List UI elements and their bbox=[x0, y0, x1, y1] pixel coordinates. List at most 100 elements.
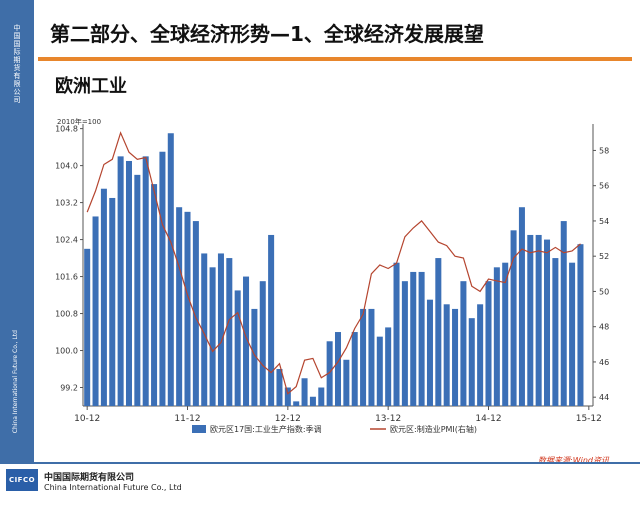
bar bbox=[468, 318, 475, 406]
bar bbox=[577, 244, 584, 406]
bar bbox=[343, 359, 350, 406]
bar bbox=[393, 262, 400, 406]
bar bbox=[376, 336, 383, 406]
bar bbox=[134, 174, 141, 406]
x-tick-label: 11-12 bbox=[174, 414, 200, 424]
x-tick-label: 15-12 bbox=[576, 414, 602, 424]
chart-base-note: 2010年=100 bbox=[57, 117, 101, 126]
bar bbox=[209, 267, 216, 406]
page-title: 第二部分、全球经济形势—1、全球经济发展展望 bbox=[50, 22, 484, 46]
bar bbox=[159, 151, 166, 406]
bar bbox=[426, 299, 433, 406]
bar bbox=[226, 258, 233, 406]
left-tick-label: 104.0 bbox=[55, 162, 78, 171]
left-axis: 99.2 100.0 100.8 101.6 102.4 103.2 104.0 104.8 bbox=[55, 125, 83, 393]
bar bbox=[117, 156, 124, 406]
right-tick-label: 44 bbox=[599, 393, 609, 402]
footer-company-cn: 中国国际期货有限公司 bbox=[44, 473, 135, 483]
bar bbox=[535, 234, 542, 406]
bar bbox=[243, 276, 250, 406]
bar bbox=[309, 396, 316, 406]
bar bbox=[418, 271, 425, 406]
sidebar-company-cn: 中国国际期货有限公司 bbox=[13, 24, 21, 104]
bar bbox=[100, 188, 107, 406]
chart-container: 2010年=100 99.2 100.0 100.8 101.6 102.4 103.2 1… bbox=[40, 110, 630, 440]
x-axis: 10-12 11-12 12-12 13-12 14-12 15-12 bbox=[74, 406, 602, 424]
legend-bar-label: 欧元区17国:工业生产指数:季调 bbox=[210, 424, 322, 434]
company-logo: CIFCO bbox=[6, 469, 38, 491]
footer-company-en: China International Future Co., Ltd bbox=[44, 483, 182, 492]
right-tick-label: 54 bbox=[599, 217, 609, 226]
right-tick-label: 48 bbox=[599, 323, 609, 332]
footer-divider bbox=[0, 462, 640, 464]
bar bbox=[259, 281, 266, 406]
legend-line-label: 欧元区:制造业PMI(右轴) bbox=[390, 424, 477, 434]
sidebar-strip bbox=[0, 0, 34, 462]
chart-svg: 2010年=100 99.2 100.0 100.8 101.6 102.4 103.2 1… bbox=[55, 117, 609, 434]
line-series bbox=[86, 131, 581, 395]
bar bbox=[276, 369, 283, 406]
bar bbox=[510, 230, 517, 406]
right-tick-label: 46 bbox=[599, 358, 609, 367]
bar bbox=[477, 304, 484, 406]
bar bbox=[552, 258, 559, 406]
bar bbox=[217, 253, 224, 406]
bar bbox=[184, 211, 191, 406]
data-source-note: 数据来源:Wind资讯 bbox=[538, 456, 609, 465]
bar bbox=[443, 304, 450, 406]
bar bbox=[435, 258, 442, 406]
x-tick-label: 12-12 bbox=[275, 414, 301, 424]
header-divider bbox=[38, 57, 632, 61]
bar bbox=[544, 239, 551, 406]
right-tick-label: 58 bbox=[599, 146, 609, 155]
left-tick-label: 104.8 bbox=[55, 125, 78, 134]
bar bbox=[284, 387, 291, 406]
bar bbox=[385, 327, 392, 406]
bar bbox=[109, 197, 116, 406]
pmi-line bbox=[86, 131, 581, 395]
bar bbox=[176, 207, 183, 406]
bar bbox=[569, 262, 576, 406]
bar-series bbox=[84, 133, 584, 406]
left-tick-label: 100.0 bbox=[55, 347, 78, 356]
chart-legend: 欧元区17国:工业生产指数:季调 欧元区:制造业PMI(右轴) bbox=[192, 424, 477, 434]
sidebar: 中国国际期货有限公司 China International Future Co… bbox=[0, 0, 34, 462]
bar bbox=[368, 308, 375, 406]
bar bbox=[518, 207, 525, 406]
bar bbox=[452, 308, 459, 406]
bar bbox=[326, 341, 333, 406]
x-tick-label: 14-12 bbox=[475, 414, 501, 424]
bar bbox=[360, 308, 367, 406]
right-tick-label: 50 bbox=[599, 287, 609, 296]
section-title: 欧洲工业 bbox=[55, 76, 127, 97]
x-tick-label: 13-12 bbox=[375, 414, 401, 424]
left-tick-label: 102.4 bbox=[55, 236, 78, 245]
x-tick-label: 10-12 bbox=[74, 414, 100, 424]
bar bbox=[460, 281, 467, 406]
bar bbox=[351, 332, 358, 406]
bar bbox=[485, 281, 492, 406]
bar bbox=[334, 332, 342, 406]
bar bbox=[84, 248, 91, 406]
bar bbox=[167, 133, 174, 406]
bar bbox=[493, 267, 500, 406]
bar bbox=[142, 156, 149, 406]
bar bbox=[318, 387, 325, 406]
bar bbox=[560, 221, 567, 406]
bar bbox=[401, 281, 408, 406]
right-tick-label: 52 bbox=[599, 252, 609, 261]
bar bbox=[92, 216, 99, 406]
left-tick-label: 101.6 bbox=[55, 273, 78, 282]
legend-bar-swatch bbox=[192, 425, 206, 433]
bar bbox=[268, 234, 275, 406]
bar bbox=[301, 378, 308, 406]
bar bbox=[410, 271, 417, 406]
sidebar-company-en: China International Future Co., Ltd bbox=[12, 330, 19, 434]
bar bbox=[502, 262, 509, 406]
left-tick-label: 100.8 bbox=[55, 310, 78, 319]
left-tick-label: 103.2 bbox=[55, 199, 78, 208]
right-tick-label: 56 bbox=[599, 182, 609, 191]
bar bbox=[234, 290, 241, 406]
bar bbox=[251, 308, 258, 406]
bar bbox=[192, 221, 199, 406]
